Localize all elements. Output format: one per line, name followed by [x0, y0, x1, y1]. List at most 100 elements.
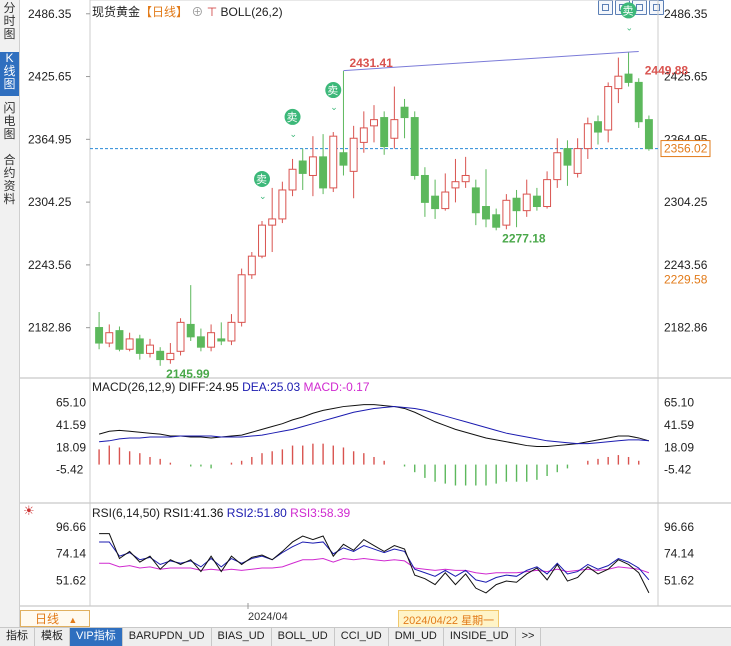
indicator-tab-bar: 指标 模板 VIP指标 BARUPDN_UD BIAS_UD BOLL_UD CCI_UD D…: [0, 627, 731, 646]
y-tick-label-left: 2304.25: [28, 195, 72, 209]
bottom-tab-3[interactable]: BARUPDN_UD: [123, 628, 212, 646]
rsi1-value: RSI1:41.36: [163, 506, 224, 520]
candle-body: [441, 191, 450, 210]
rsi-name: RSI(6,14,50): [92, 506, 161, 520]
sell-signal-label: 卖: [256, 173, 267, 186]
settings-sun-icon[interactable]: ☀: [23, 503, 35, 518]
candle-body: [298, 160, 307, 174]
candle-body: [268, 218, 277, 226]
boll-trend-line: [343, 50, 639, 72]
candle-body: [227, 321, 236, 342]
y-tick-label-right: 2182.86: [664, 321, 708, 335]
rsi-y-tick-right: 74.14: [664, 547, 694, 561]
rsi-y-tick-right: 96.66: [664, 520, 694, 534]
candle-body: [329, 135, 338, 189]
candle-body: [146, 344, 154, 354]
candle-body: [380, 117, 389, 148]
price-annotation: 2145.99: [166, 367, 210, 381]
boll-indicator-label: BOLL(26,2): [220, 5, 283, 19]
candle-body: [604, 86, 613, 131]
candle-body: [400, 106, 409, 119]
bottom-tab-8[interactable]: INSIDE_UD: [444, 628, 516, 646]
rsi-y-tick-right: 51.62: [664, 573, 694, 587]
tab-label: 合约资料: [3, 153, 16, 206]
candle-body: [614, 75, 623, 90]
candle-body: [461, 174, 470, 183]
macd-diff-line: [98, 404, 650, 448]
candle-body: [370, 119, 378, 127]
tab-label: 分时图: [3, 1, 16, 41]
cursor-date-label: 2024/04/22 星期一: [398, 610, 500, 630]
rsi2-value: RSI2:51.80: [226, 506, 287, 520]
candle-body: [624, 73, 633, 83]
candle-body: [583, 123, 592, 150]
tab-flash-chart[interactable]: 闪电图: [0, 102, 19, 144]
candle-body: [319, 156, 328, 189]
macd-y-tick-left: 41.59: [56, 418, 86, 432]
price-annotation: 2449.88: [645, 63, 689, 77]
bottom-tab-6[interactable]: CCI_UD: [335, 628, 389, 646]
candle-body: [634, 81, 643, 123]
candle-body: [410, 117, 419, 176]
candle-body: [125, 338, 134, 350]
bottom-tab-5[interactable]: BOLL_UD: [272, 628, 335, 646]
candle-body: [532, 195, 541, 208]
instrument-name: 现货黄金: [92, 5, 141, 19]
macd-macd-value: MACD:-0.17: [303, 380, 370, 394]
sell-arrow-icon: ⌄: [626, 23, 634, 33]
y-tick-label-right: 2425.65: [664, 70, 708, 84]
candle-body: [482, 206, 490, 220]
candle-body: [573, 148, 582, 174]
price-annotation: 2277.18: [502, 231, 546, 245]
tab-contract-info[interactable]: 合约资料: [0, 154, 19, 210]
candle-body: [207, 332, 216, 348]
candle-body: [644, 119, 653, 150]
candle-body: [115, 330, 124, 350]
y-tick-label-right: 2304.25: [664, 195, 708, 209]
candle-body: [237, 274, 246, 323]
macd-dea-line: [99, 406, 649, 445]
rsi-header: RSI(6,14,50) RSI1:41.36 RSI2:51.80 RSI3:…: [92, 506, 350, 520]
add-circle-icon[interactable]: ⊕: [191, 5, 204, 19]
candle-body: [258, 224, 266, 257]
macd-y-tick-right: 41.59: [664, 418, 694, 432]
y-tick-label-left: 2425.65: [28, 70, 72, 84]
current-price-box: [660, 140, 711, 158]
macd-diff-value: DIFF:24.95: [178, 380, 239, 394]
candle-body: [451, 181, 460, 189]
tab-intraday-chart[interactable]: 分时图: [0, 2, 19, 44]
x-axis-date-label: 2024/04: [248, 611, 288, 623]
price-annotation: 2431.41: [349, 56, 393, 70]
bottom-tab-7[interactable]: DMI_UD: [389, 628, 444, 646]
bottom-tab-0[interactable]: 指标: [0, 628, 35, 646]
candle-body: [502, 199, 511, 226]
bottom-tab-4[interactable]: BIAS_UD: [212, 628, 272, 646]
candle-body: [166, 352, 175, 361]
tab-kline-chart[interactable]: K线图: [0, 52, 19, 96]
candle-body: [196, 336, 205, 348]
bottom-tab-1[interactable]: 模板: [35, 628, 70, 646]
sell-signal-badge: [620, 2, 637, 19]
macd-y-tick-right: -5.42: [664, 463, 692, 477]
candle-body: [217, 338, 226, 342]
sell-signal-badge: [284, 108, 301, 125]
period-select-button[interactable]: 日线 ▲: [20, 610, 90, 627]
y-tick-label-left: 2486.35: [28, 7, 72, 21]
bottom-tab-9[interactable]: >>: [516, 628, 542, 646]
candle-body: [594, 121, 602, 133]
sell-arrow-icon: ⌄: [290, 130, 298, 140]
bottom-tab-2[interactable]: VIP指标: [70, 628, 123, 646]
y-tick-label-left: 2364.95: [28, 132, 72, 146]
candle-body: [349, 137, 358, 172]
y-tick-label-right: 2486.35: [664, 7, 708, 21]
candle-body: [247, 255, 256, 276]
candle-body: [278, 189, 287, 220]
candle-body: [431, 195, 440, 210]
candle-body: [95, 327, 104, 344]
candle-body: [543, 179, 552, 208]
current-price-label: 2356.02: [664, 142, 708, 156]
candle-body: [522, 193, 531, 212]
caret-up-icon: ▲: [68, 615, 78, 625]
sell-arrow-icon: ⌄: [259, 192, 267, 202]
